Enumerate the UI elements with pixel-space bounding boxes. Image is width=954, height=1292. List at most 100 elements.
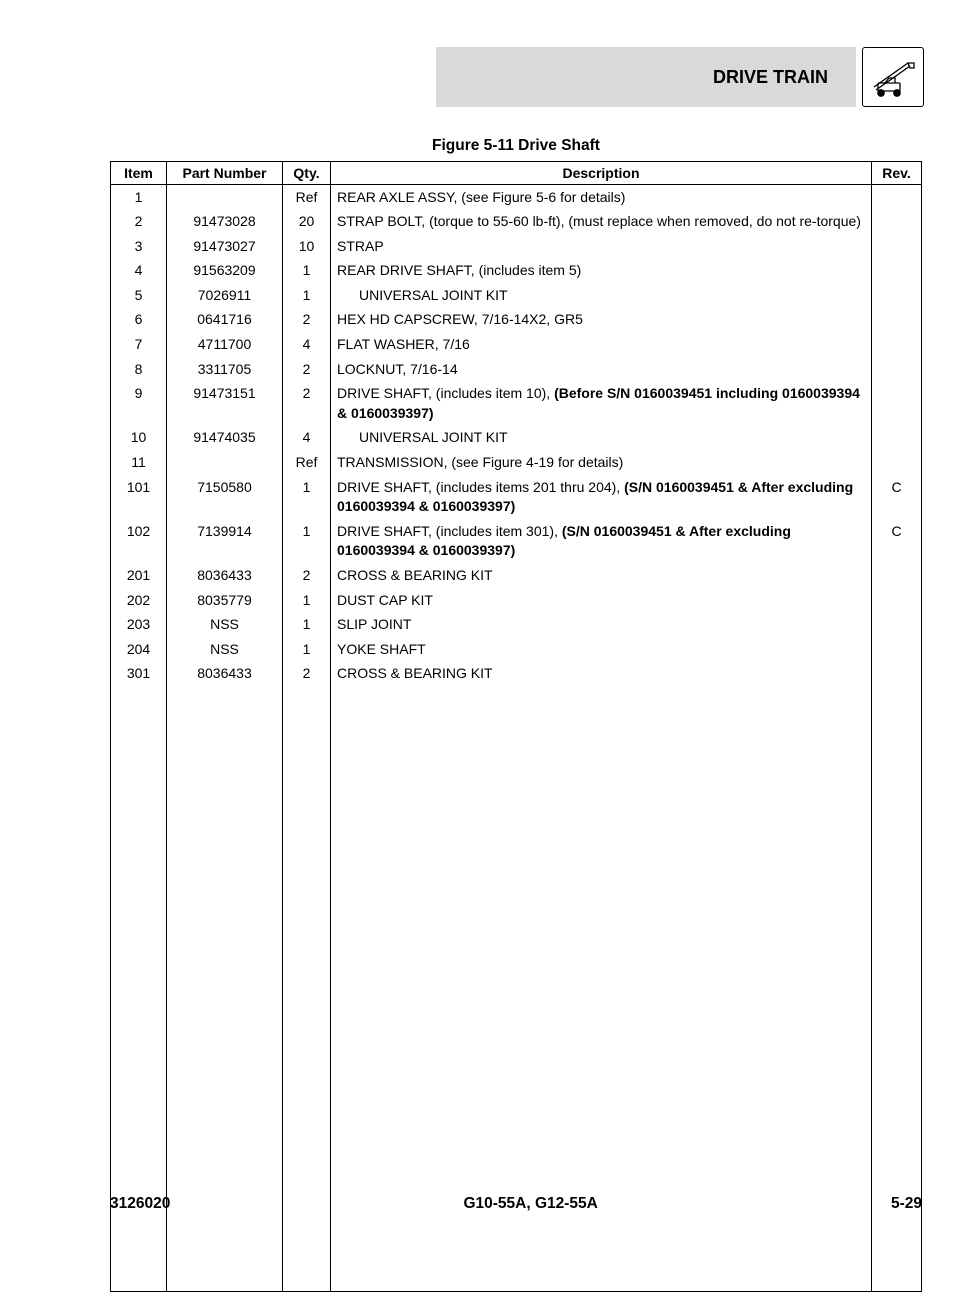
page: DRIVE TRAIN Figure 5-11 Drive Shaft	[0, 0, 954, 1235]
table-row: 29147302820STRAP BOLT, (torque to 55-60 …	[111, 210, 922, 235]
cell-desc: HEX HD CAPSCREW, 7/16-14X2, GR5	[331, 308, 872, 333]
cell-part: 0641716	[167, 308, 283, 333]
table-row: 11RefTRANSMISSION, (see Figure 4-19 for …	[111, 451, 922, 476]
cell-qty: 2	[283, 662, 331, 687]
cell-item: 2	[111, 210, 167, 235]
cell-item: 203	[111, 613, 167, 638]
cell-item: 101	[111, 475, 167, 519]
cell-item: 9	[111, 382, 167, 426]
cell-rev	[872, 588, 922, 613]
cell-part: 7139914	[167, 519, 283, 563]
figure-caption: Figure 5-11 Drive Shaft	[110, 137, 922, 155]
col-header-rev: Rev.	[872, 162, 922, 185]
cell-part: 8036433	[167, 662, 283, 687]
cell-qty: 1	[283, 259, 331, 284]
table-row: 30180364332CROSS & BEARING KIT	[111, 662, 922, 687]
cell-qty: 2	[283, 564, 331, 589]
cell-rev	[872, 283, 922, 308]
cell-rev	[872, 357, 922, 382]
table-row: 39147302710STRAP	[111, 234, 922, 259]
col-header-desc: Description	[331, 162, 872, 185]
cell-qty: 4	[283, 333, 331, 358]
table-row: 833117052LOCKNUT, 7/16-14	[111, 357, 922, 382]
cell-desc: STRAP BOLT, (torque to 55-60 lb-ft), (mu…	[331, 210, 872, 235]
cell-desc: REAR AXLE ASSY, (see Figure 5-6 for deta…	[331, 185, 872, 210]
table-row: 747117004FLAT WASHER, 7/16	[111, 333, 922, 358]
cell-part: 91474035	[167, 426, 283, 451]
cell-desc: CROSS & BEARING KIT	[331, 564, 872, 589]
parts-table: Item Part Number Qty. Description Rev. 1…	[110, 161, 922, 1292]
cell-desc: REAR DRIVE SHAFT, (includes item 5)	[331, 259, 872, 284]
cell-desc: FLAT WASHER, 7/16	[331, 333, 872, 358]
table-row: 9914731512DRIVE SHAFT, (includes item 10…	[111, 382, 922, 426]
cell-desc: LOCKNUT, 7/16-14	[331, 357, 872, 382]
cell-rev	[872, 210, 922, 235]
page-footer: 3126020 G10-55A, G12-55A 5-29	[110, 1195, 922, 1213]
col-header-qty: Qty.	[283, 162, 331, 185]
cell-part: 7026911	[167, 283, 283, 308]
cell-part: 3311705	[167, 357, 283, 382]
cell-item: 7	[111, 333, 167, 358]
cell-rev: C	[872, 519, 922, 563]
col-header-item: Item	[111, 162, 167, 185]
table-row: 10914740354UNIVERSAL JOINT KIT	[111, 426, 922, 451]
telehandler-icon	[862, 47, 924, 107]
cell-part: NSS	[167, 637, 283, 662]
cell-qty: Ref	[283, 185, 331, 210]
cell-part	[167, 451, 283, 476]
cell-rev	[872, 234, 922, 259]
cell-part: 91473151	[167, 382, 283, 426]
cell-qty: 1	[283, 613, 331, 638]
cell-qty: 1	[283, 283, 331, 308]
cell-rev	[872, 185, 922, 210]
footer-left: 3126020	[110, 1195, 170, 1213]
cell-item: 204	[111, 637, 167, 662]
cell-item: 5	[111, 283, 167, 308]
cell-part: 91563209	[167, 259, 283, 284]
table-row: 4915632091REAR DRIVE SHAFT, (includes it…	[111, 259, 922, 284]
cell-item: 201	[111, 564, 167, 589]
cell-item: 1	[111, 185, 167, 210]
cell-desc: UNIVERSAL JOINT KIT	[331, 283, 872, 308]
cell-qty: 2	[283, 357, 331, 382]
col-header-part: Part Number	[167, 162, 283, 185]
cell-desc: TRANSMISSION, (see Figure 4-19 for detai…	[331, 451, 872, 476]
table-row: 1 RefREAR AXLE ASSY, (see Figure 5-6 for …	[111, 185, 922, 210]
header-spacer	[0, 47, 436, 107]
table-row: 10171505801DRIVE SHAFT, (includes items …	[111, 475, 922, 519]
cell-part: 8036433	[167, 564, 283, 589]
cell-rev	[872, 613, 922, 638]
cell-part: 8035779	[167, 588, 283, 613]
table-row: 20280357791DUST CAP KIT	[111, 588, 922, 613]
cell-qty: 4	[283, 426, 331, 451]
page-header: DRIVE TRAIN	[0, 47, 954, 107]
telehandler-icon-svg	[868, 55, 918, 99]
footer-center: G10-55A, G12-55A	[463, 1195, 597, 1213]
cell-rev	[872, 426, 922, 451]
table-row: 606417162HEX HD CAPSCREW, 7/16-14X2, GR5	[111, 308, 922, 333]
cell-rev: C	[872, 475, 922, 519]
cell-item: 8	[111, 357, 167, 382]
cell-item: 11	[111, 451, 167, 476]
cell-item: 301	[111, 662, 167, 687]
cell-rev	[872, 259, 922, 284]
cell-desc: DRIVE SHAFT, (includes item 301), (S/N 0…	[331, 519, 872, 563]
cell-desc: YOKE SHAFT	[331, 637, 872, 662]
cell-qty: 2	[283, 308, 331, 333]
cell-part	[167, 185, 283, 210]
table-row: 20180364332CROSS & BEARING KIT	[111, 564, 922, 589]
table-body: 1 RefREAR AXLE ASSY, (see Figure 5-6 for …	[111, 185, 922, 1292]
cell-part: NSS	[167, 613, 283, 638]
section-title-bar: DRIVE TRAIN	[436, 47, 856, 107]
table-row: 204NSS1YOKE SHAFT	[111, 637, 922, 662]
cell-part: 7150580	[167, 475, 283, 519]
cell-part: 91473028	[167, 210, 283, 235]
cell-qty: 10	[283, 234, 331, 259]
cell-desc: CROSS & BEARING KIT	[331, 662, 872, 687]
cell-item: 202	[111, 588, 167, 613]
cell-item: 10	[111, 426, 167, 451]
cell-part: 91473027	[167, 234, 283, 259]
cell-item: 4	[111, 259, 167, 284]
section-title: DRIVE TRAIN	[713, 67, 828, 88]
content-area: Figure 5-11 Drive Shaft Item Part Number…	[110, 108, 922, 1292]
